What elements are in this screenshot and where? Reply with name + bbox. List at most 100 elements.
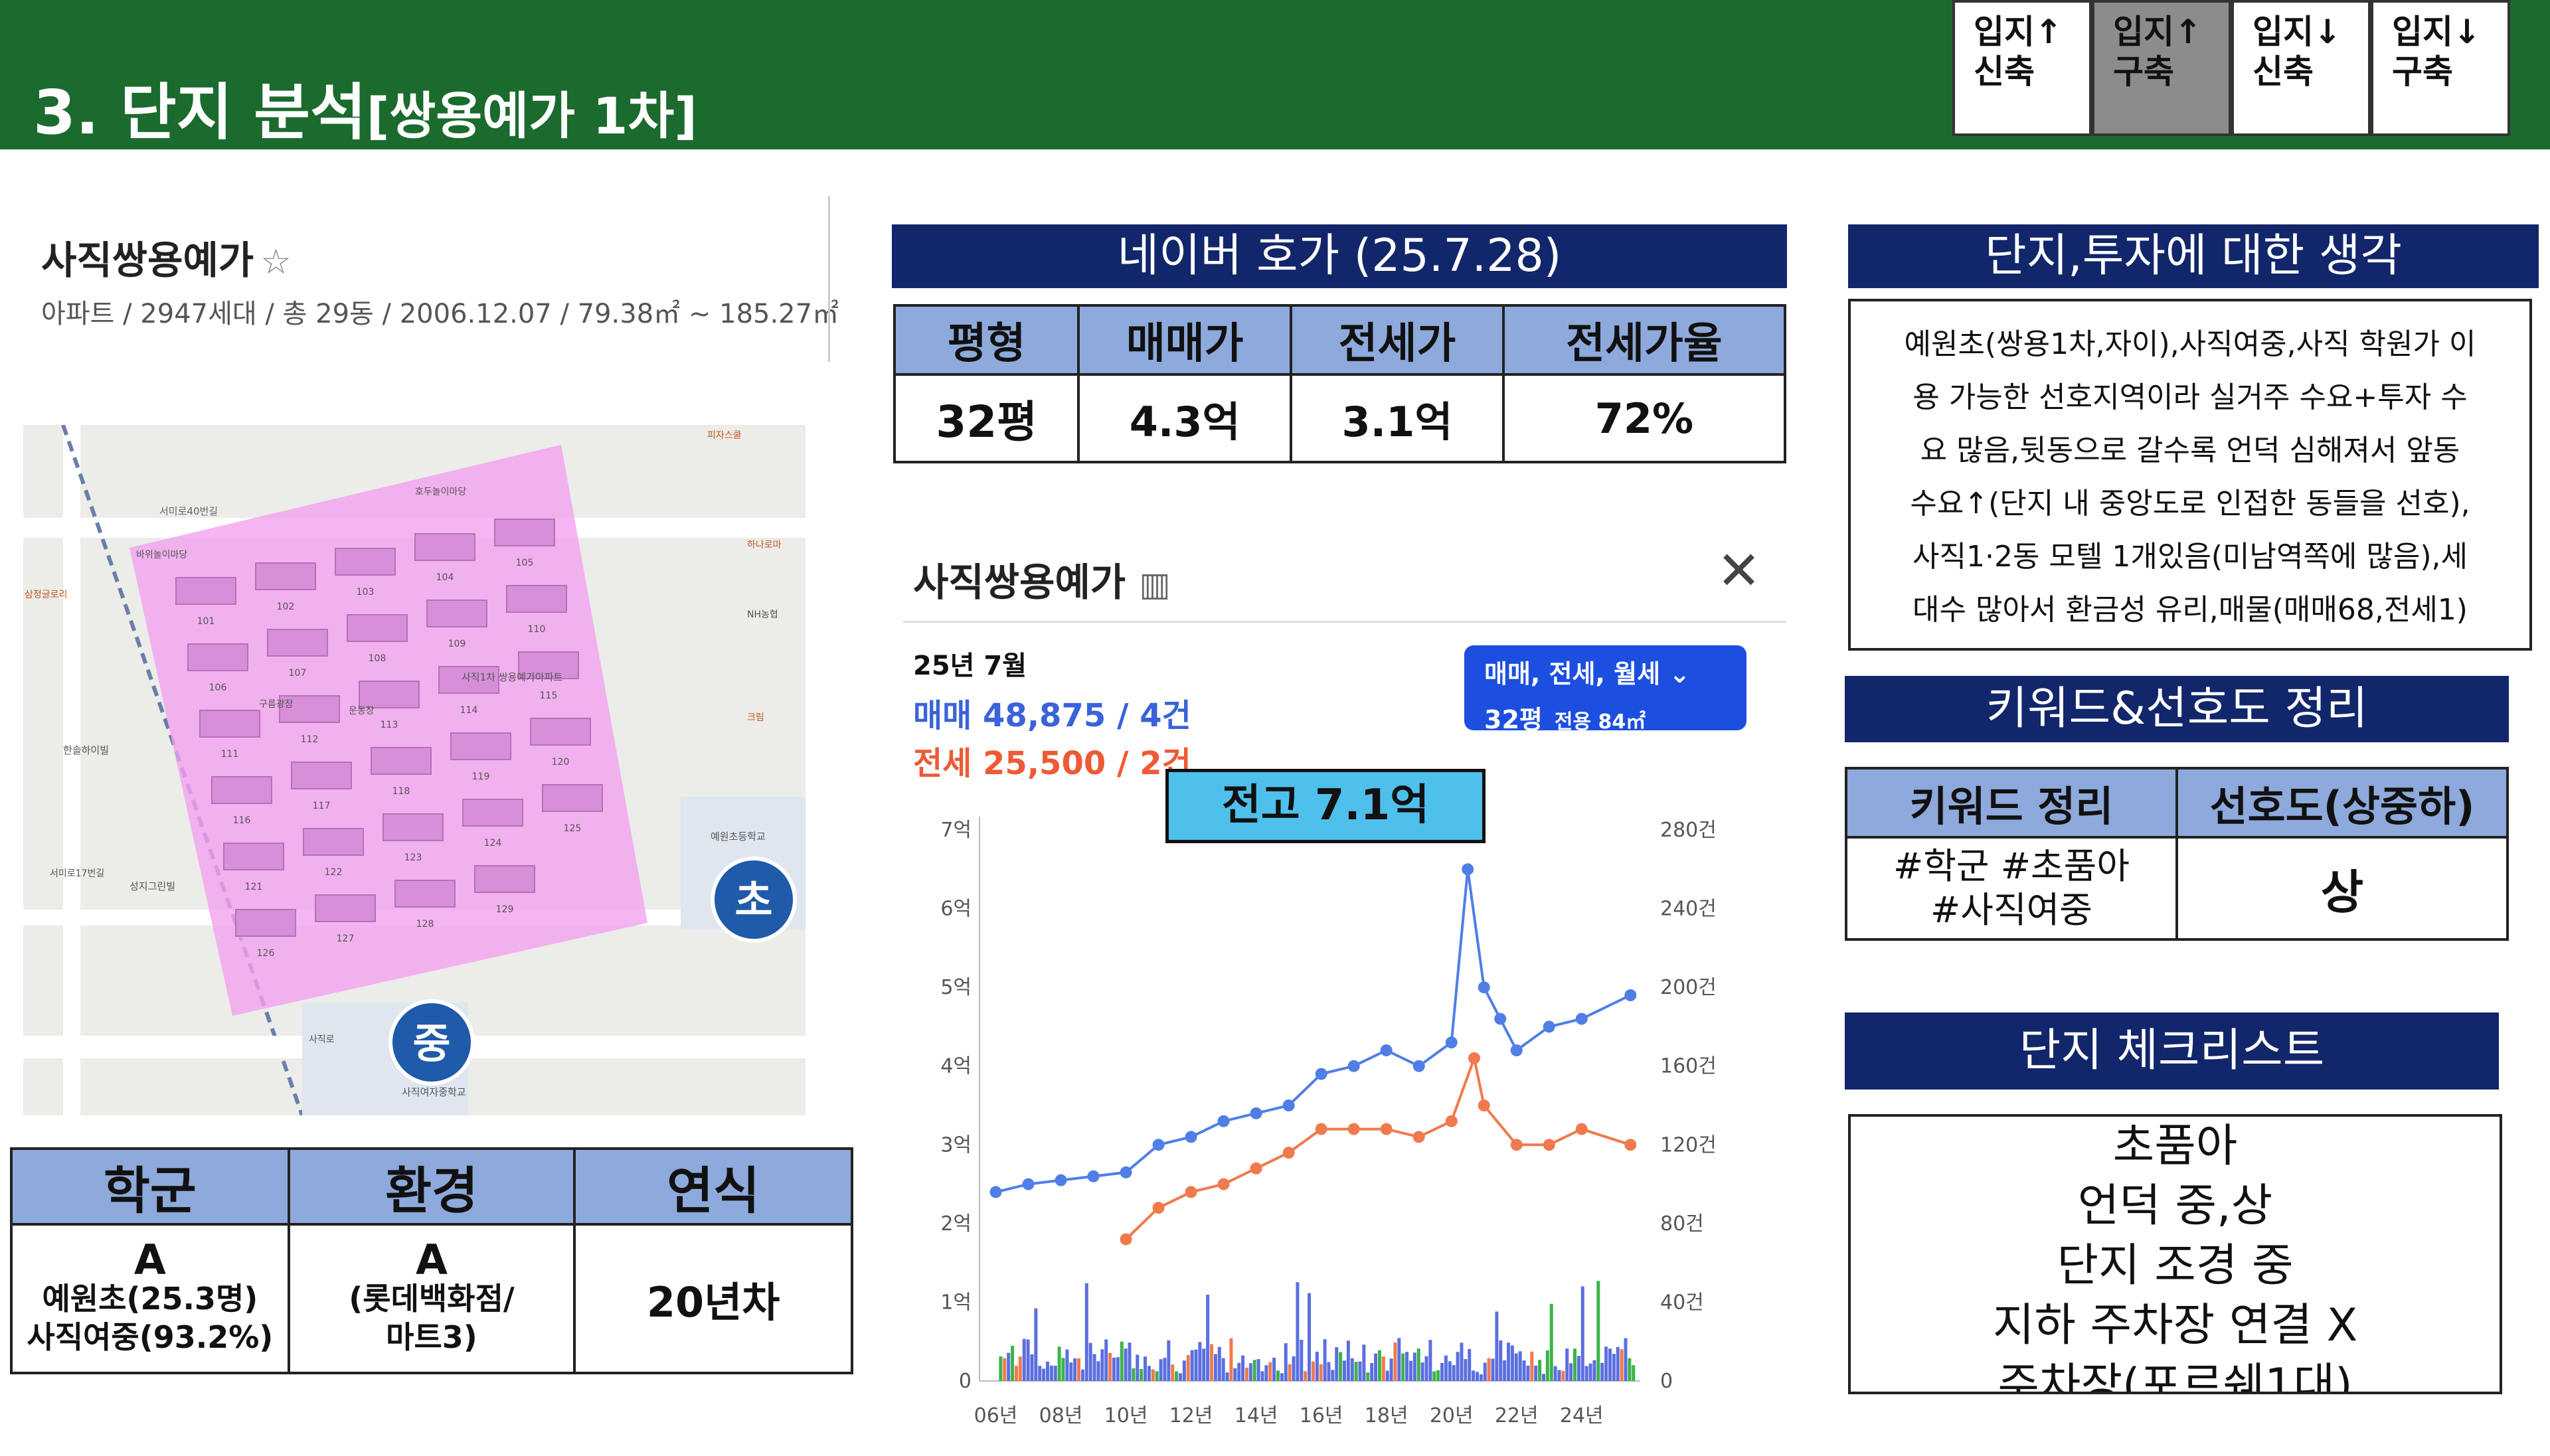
- price-header: 전세가: [1290, 304, 1505, 376]
- volume-bar: [1624, 1338, 1628, 1381]
- data-point[interactable]: [1185, 1131, 1197, 1143]
- volume-bar: [1584, 1366, 1588, 1381]
- close-icon[interactable]: ✕: [1717, 540, 1762, 602]
- data-point[interactable]: [1347, 1060, 1360, 1072]
- data-point[interactable]: [1282, 1099, 1295, 1111]
- data-point[interactable]: [989, 1186, 1002, 1198]
- volume-bar: [1155, 1371, 1159, 1381]
- data-point[interactable]: [1575, 1123, 1588, 1135]
- data-point[interactable]: [1185, 1186, 1197, 1198]
- data-point[interactable]: [1624, 1139, 1637, 1151]
- middle-school-marker[interactable]: [388, 999, 475, 1086]
- volume-bar: [1534, 1365, 1538, 1381]
- volume-bar: [1362, 1344, 1366, 1381]
- building: [438, 666, 499, 694]
- data-point[interactable]: [1120, 1233, 1132, 1246]
- data-point[interactable]: [1510, 1139, 1523, 1151]
- volume-bar: [1464, 1358, 1468, 1381]
- star-icon[interactable]: ☆: [260, 242, 292, 282]
- divider: [828, 196, 830, 362]
- filter-up-new[interactable]: 입지↑ 신축: [1952, 0, 2092, 136]
- volume-bar: [1370, 1363, 1374, 1381]
- thoughts-line: 요 많음,뒷동으로 갈수록 언덕 심해져서 앞동: [1920, 434, 2460, 467]
- series-line: [1125, 1053, 1631, 1241]
- data-point[interactable]: [1315, 1068, 1327, 1080]
- volume-bar: [1616, 1346, 1620, 1381]
- volume-bar: [1167, 1340, 1171, 1381]
- trade-type-filter[interactable]: 매매, 전세, 월세 ⌄ 32평 전용 84㎡: [1464, 645, 1746, 734]
- page-title: 3. 단지 분석[쌍용예가 1차]: [33, 63, 697, 151]
- map-label: 크림: [747, 712, 764, 723]
- data-point[interactable]: [1494, 1012, 1507, 1025]
- data-point[interactable]: [1510, 1044, 1523, 1056]
- title-main: 3. 단지 분석: [33, 77, 367, 148]
- volume-bar: [1432, 1371, 1436, 1381]
- data-point[interactable]: [1462, 863, 1474, 876]
- data-point[interactable]: [1412, 1131, 1425, 1143]
- map-book-icon[interactable]: ▥: [1139, 565, 1171, 604]
- volume-bar: [1003, 1358, 1007, 1381]
- data-point[interactable]: [1315, 1123, 1327, 1135]
- data-point[interactable]: [1120, 1166, 1132, 1178]
- x-tick-label: 18년: [1365, 1404, 1408, 1427]
- data-point[interactable]: [1282, 1147, 1295, 1159]
- data-point[interactable]: [1543, 1020, 1555, 1033]
- volume-bar: [1151, 1369, 1155, 1381]
- volume-bar: [1389, 1358, 1393, 1381]
- data-point[interactable]: [1022, 1178, 1035, 1190]
- data-point[interactable]: [1217, 1178, 1230, 1190]
- data-point[interactable]: [1624, 989, 1637, 1001]
- filter-up-old[interactable]: 입지↑ 구축: [2092, 0, 2231, 136]
- data-point[interactable]: [1445, 1036, 1458, 1049]
- building-number: 102: [277, 602, 295, 612]
- data-point[interactable]: [1217, 1115, 1230, 1127]
- data-point[interactable]: [1380, 1123, 1393, 1135]
- map-label: NH농협: [747, 609, 778, 620]
- data-point[interactable]: [1347, 1123, 1360, 1135]
- data-point[interactable]: [1478, 981, 1490, 994]
- map-label: 사직1차 쌍용예가아파트: [462, 671, 563, 683]
- volume-bar: [1244, 1367, 1248, 1381]
- filter-down-old[interactable]: 입지↓ 구축: [2371, 0, 2510, 136]
- volume-bar: [1256, 1359, 1260, 1381]
- checklist-title: 단지 체크리스트: [1845, 1012, 2499, 1090]
- building: [462, 799, 523, 827]
- thoughts-line: 예원초(쌍용1차,자이),사직여중,사직 학원가 이: [1904, 327, 2476, 361]
- volume-bar: [1096, 1361, 1100, 1381]
- building: [347, 614, 408, 642]
- building-number: 117: [313, 801, 331, 811]
- grades-header: 학군: [10, 1147, 290, 1226]
- volume-bar: [1408, 1360, 1412, 1381]
- data-point[interactable]: [1250, 1162, 1262, 1174]
- chart-period: 25년 7월: [913, 651, 1027, 681]
- data-point[interactable]: [1468, 1052, 1481, 1064]
- data-point[interactable]: [1055, 1174, 1067, 1186]
- filter-down-new[interactable]: 입지↓ 신축: [2231, 0, 2371, 136]
- volume-bar: [1600, 1362, 1604, 1381]
- data-point[interactable]: [1152, 1202, 1165, 1214]
- data-point[interactable]: [1152, 1139, 1165, 1151]
- data-point[interactable]: [1087, 1170, 1100, 1182]
- building: [474, 865, 535, 893]
- data-point[interactable]: [1478, 1099, 1490, 1111]
- data-point[interactable]: [1380, 1044, 1393, 1056]
- volume-bar: [1561, 1370, 1565, 1381]
- elementary-school-marker[interactable]: [711, 856, 797, 943]
- volume-bar: [1175, 1371, 1179, 1381]
- volume-bar: [1049, 1365, 1053, 1381]
- keyword: #사직여중: [1930, 889, 2092, 931]
- data-point[interactable]: [1575, 1012, 1588, 1025]
- data-point[interactable]: [1412, 1060, 1425, 1072]
- data-point[interactable]: [1250, 1107, 1262, 1119]
- data-point[interactable]: [1543, 1139, 1555, 1151]
- chart-panel-title: 사직쌍용예가 ▥: [913, 551, 1171, 607]
- data-point[interactable]: [1445, 1115, 1458, 1127]
- y2-tick-label: 280건: [1660, 819, 1717, 842]
- volume-bar: [1620, 1349, 1624, 1381]
- title-sub: [쌍용예가 1차]: [366, 86, 698, 145]
- thoughts-line: 수요↑(단지 내 중앙도로 인접한 동들을 선호),: [1910, 487, 2470, 521]
- volume-bar: [1288, 1364, 1292, 1381]
- complex-map[interactable]: 101 102 103 104 105 106 107 108 109 110 111 112 113 1…: [23, 425, 806, 1115]
- filter-label: 입지↓: [2392, 13, 2481, 51]
- checklist-item: 초품아: [2112, 1120, 2238, 1173]
